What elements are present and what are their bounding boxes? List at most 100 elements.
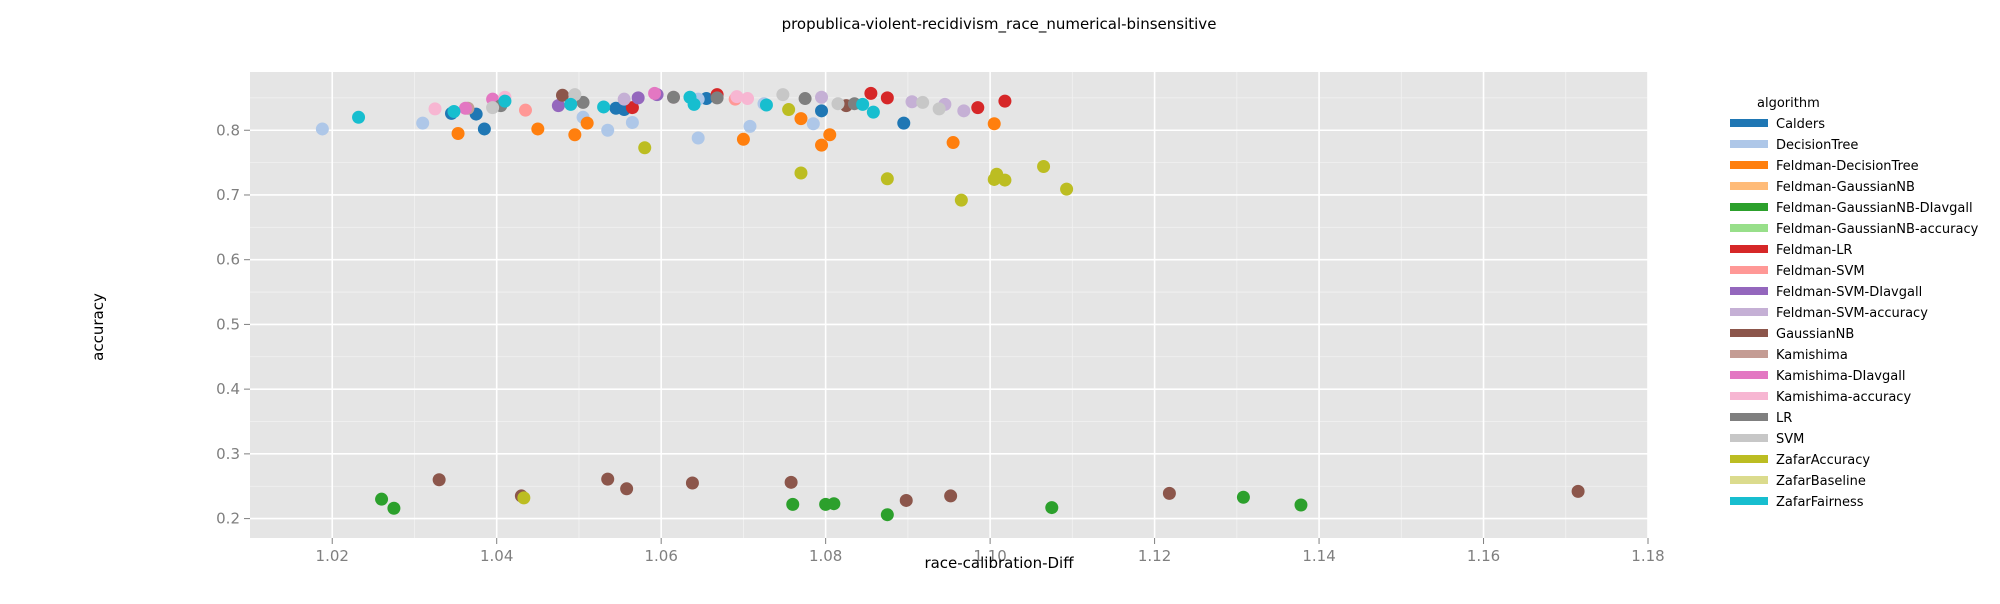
legend-entry-label: Feldman-SVM-DIavgall (1776, 285, 1922, 300)
data-point (1162, 486, 1176, 500)
data-point (691, 131, 705, 145)
legend-entry-label: ZafarAccuracy (1776, 453, 1870, 468)
legend-swatch (1730, 182, 1768, 190)
data-point (576, 95, 590, 109)
y-tick-label: 0.7 (216, 186, 240, 204)
x-tick-label: 1.12 (1138, 547, 1171, 565)
y-tick-label: 0.3 (216, 445, 240, 463)
legend-swatch (1730, 203, 1768, 211)
x-tick-label: 1.08 (809, 547, 842, 565)
legend-entry-label: GaussianNB (1776, 327, 1854, 342)
data-point (451, 126, 465, 140)
legend-entry-label: Kamishima-accuracy (1776, 390, 1911, 405)
data-point (954, 193, 968, 207)
x-tick-label: 1.06 (644, 547, 677, 565)
data-point (1037, 159, 1051, 173)
data-point (387, 501, 401, 515)
legend-swatch (1730, 497, 1768, 505)
data-point (1045, 501, 1059, 515)
data-point (601, 123, 615, 137)
data-point (899, 493, 913, 507)
major-gridlines (250, 72, 1649, 538)
data-point (531, 122, 545, 136)
legend-entry-label: ZafarBaseline (1776, 474, 1866, 489)
data-point (555, 88, 569, 102)
data-point (897, 116, 911, 130)
legend-swatch (1730, 350, 1768, 358)
minor-gridlines (250, 72, 1648, 538)
legend-entry-label: Kamishima (1776, 348, 1848, 363)
data-point (458, 101, 472, 115)
data-point (806, 117, 820, 131)
data-point (998, 173, 1012, 187)
x-tick-label: 1.10 (973, 547, 1006, 565)
data-point (905, 95, 919, 109)
data-point (736, 132, 750, 146)
data-point (597, 100, 611, 114)
legend-entry-label: Feldman-GaussianNB-accuracy (1776, 222, 1979, 237)
data-point (741, 92, 755, 106)
legend-entry-label: SVM (1776, 432, 1804, 447)
legend-entry-label: LR (1776, 411, 1792, 426)
y-tick-labels: 0.2 0.3 0.4 0.5 0.6 0.7 0.8 (216, 121, 240, 527)
data-point (667, 90, 681, 104)
data-point (957, 104, 971, 118)
data-point (831, 97, 845, 111)
legend-entry-label: Feldman-SVM-accuracy (1776, 306, 1928, 321)
legend-entry-label: Feldman-GaussianNB-DIavgall (1776, 201, 1973, 216)
legend-swatch (1730, 224, 1768, 232)
data-point (432, 473, 446, 487)
data-point (815, 104, 829, 118)
legend-swatch (1730, 455, 1768, 463)
data-point (798, 92, 812, 106)
legend-swatch (1730, 371, 1768, 379)
data-point (815, 90, 829, 104)
axis-ticks (244, 129, 1649, 544)
y-tick-label: 0.8 (216, 121, 240, 139)
plot-background (250, 72, 1648, 538)
data-point (568, 128, 582, 142)
data-point (315, 122, 329, 136)
data-point (971, 101, 985, 115)
data-points (315, 86, 1585, 522)
y-tick-label: 0.5 (216, 315, 240, 333)
data-point (580, 116, 594, 130)
data-point (551, 99, 565, 113)
data-point (784, 475, 798, 489)
data-point (631, 91, 645, 105)
legend-swatch (1730, 287, 1768, 295)
x-tick-label: 1.14 (1302, 547, 1335, 565)
data-point (815, 138, 829, 152)
data-point (730, 90, 744, 104)
legend-swatch (1730, 476, 1768, 484)
legend-swatch (1730, 308, 1768, 316)
data-point (987, 117, 1001, 131)
data-point (352, 110, 366, 124)
data-point (517, 491, 531, 505)
data-point (685, 476, 699, 490)
data-point (620, 482, 634, 496)
legend-swatch (1730, 329, 1768, 337)
data-point (477, 122, 491, 136)
data-point (823, 128, 837, 142)
legend-entry-label: Feldman-DecisionTree (1776, 159, 1919, 174)
y-tick-label: 0.2 (216, 510, 240, 528)
legend-title: algorithm (1757, 96, 1820, 111)
legend-swatch (1730, 161, 1768, 169)
data-point (601, 472, 615, 486)
legend-entry-label: Feldman-SVM (1776, 264, 1865, 279)
data-point (782, 103, 796, 117)
legend-entry-label: Feldman-LR (1776, 243, 1852, 258)
legend-entry-label: Feldman-GaussianNB (1776, 180, 1915, 195)
y-tick-label: 0.6 (216, 251, 240, 269)
legend-swatch (1730, 392, 1768, 400)
legend-swatch (1730, 119, 1768, 127)
x-axis-label: race-calibration-Diff (924, 554, 1074, 572)
legend-entry-label: ZafarFairness (1776, 495, 1864, 510)
chart-title: propublica-violent-recidivism_race_numer… (782, 15, 1217, 34)
data-point (710, 91, 724, 105)
data-point (1060, 182, 1074, 196)
data-point (864, 86, 878, 100)
